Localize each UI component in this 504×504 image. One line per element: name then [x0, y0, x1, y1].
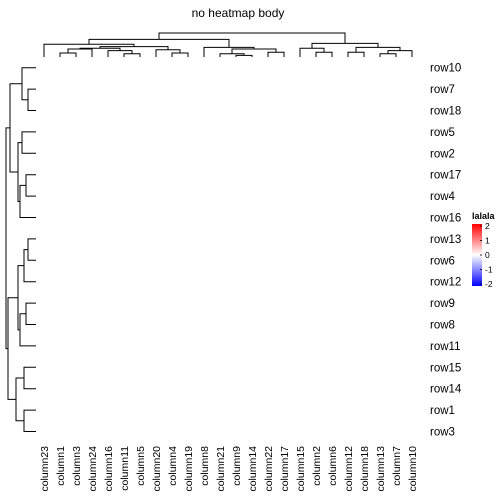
dendrogram-branch	[347, 51, 365, 57]
row-labels: row10 row7 row18 row5 row2 row17 row4 row16 row1…	[430, 63, 462, 439]
dendrogram-branch	[171, 52, 189, 57]
column-label: column8	[199, 446, 211, 486]
row-label: row9	[430, 298, 455, 310]
column-label: column13	[375, 446, 387, 492]
column-label: column6	[327, 446, 339, 486]
column-label: column7	[391, 446, 403, 486]
column-label: column19	[183, 446, 195, 492]
column-label: column16	[103, 446, 115, 492]
dendrogram-branch	[315, 51, 333, 57]
row-label: row15	[430, 362, 461, 374]
column-label: column24	[87, 446, 99, 492]
column-label: column22	[263, 446, 275, 492]
dendrogram-branch	[19, 184, 36, 218]
column-label: column14	[247, 446, 259, 492]
legend-tick-label: 1	[485, 236, 490, 246]
column-label: column10	[407, 446, 419, 492]
column-dendrogram	[43, 32, 413, 57]
row-label: row10	[430, 63, 461, 75]
row-label: row6	[430, 255, 455, 267]
dendrogram-branch	[9, 83, 22, 173]
row-label: row13	[430, 234, 461, 246]
column-label: column9	[231, 446, 243, 486]
row-label: row14	[430, 384, 462, 396]
dendrogram-branch	[5, 127, 10, 350]
dendrogram-branch	[25, 174, 36, 197]
dendrogram-branch	[15, 377, 24, 422]
row-label: row12	[430, 277, 461, 289]
column-label: column21	[215, 446, 227, 492]
color-legend: lalala 2 1 0 -1 -2	[472, 211, 496, 289]
column-label: column11	[119, 446, 131, 491]
dendrogram-branch	[355, 46, 401, 53]
column-label: column5	[135, 446, 147, 486]
column-label: column3	[71, 446, 83, 486]
row-label: row8	[430, 320, 455, 332]
column-label: column2	[311, 446, 323, 486]
legend-tick-label: -2	[485, 279, 493, 289]
dendrogram-branch	[231, 48, 277, 54]
column-label: column23	[39, 446, 51, 492]
row-label: row4	[430, 191, 456, 203]
column-label: column12	[343, 446, 355, 492]
row-label: row11	[430, 341, 460, 353]
row-label: row18	[430, 106, 461, 118]
dendrogram-branch	[123, 53, 141, 57]
dendrogram-branch	[235, 54, 253, 57]
legend-tick-label: -1	[485, 265, 493, 275]
dendrogram-branch	[23, 409, 36, 432]
legend-color-bar	[472, 224, 482, 286]
dendrogram-branch	[158, 32, 346, 44]
dendrogram-branch	[21, 67, 36, 101]
dendrogram-branch	[25, 302, 36, 325]
dendrogram-branch	[27, 238, 36, 261]
column-labels: column23 column1 column3 column24 column16 co…	[39, 446, 419, 492]
dendrogram-branch	[379, 53, 397, 57]
row-label: row2	[430, 148, 455, 160]
legend-title: lalala	[472, 211, 496, 221]
legend-tick-label: 2	[485, 221, 490, 231]
legend-ticks: 2 1 0 -1 -2	[480, 221, 493, 289]
dendrogram-branch	[21, 131, 36, 154]
row-dendrogram	[5, 67, 36, 432]
row-label: row17	[430, 170, 461, 182]
dendrogram-branch	[17, 265, 24, 331]
row-label: row3	[430, 427, 455, 439]
dendrogram-branch	[27, 88, 36, 111]
column-label: column4	[167, 446, 179, 486]
row-label: row16	[430, 213, 461, 225]
dendrogram-branch	[23, 249, 36, 283]
column-label: column15	[295, 446, 307, 492]
dendrogram-branch	[267, 51, 285, 57]
column-label: column1	[55, 446, 67, 486]
column-label: column20	[151, 446, 163, 492]
dendrogram-branch	[23, 366, 36, 390]
chart-title: no heatmap body	[192, 6, 285, 20]
dendrogram-branch	[59, 52, 77, 57]
row-label: row5	[430, 127, 455, 139]
row-label: row1	[430, 405, 455, 417]
dendrogram-branch	[19, 313, 36, 347]
row-label: row7	[430, 84, 455, 96]
column-label: column17	[279, 446, 291, 492]
legend-tick-label: 0	[485, 250, 490, 260]
column-label: column18	[359, 446, 371, 492]
